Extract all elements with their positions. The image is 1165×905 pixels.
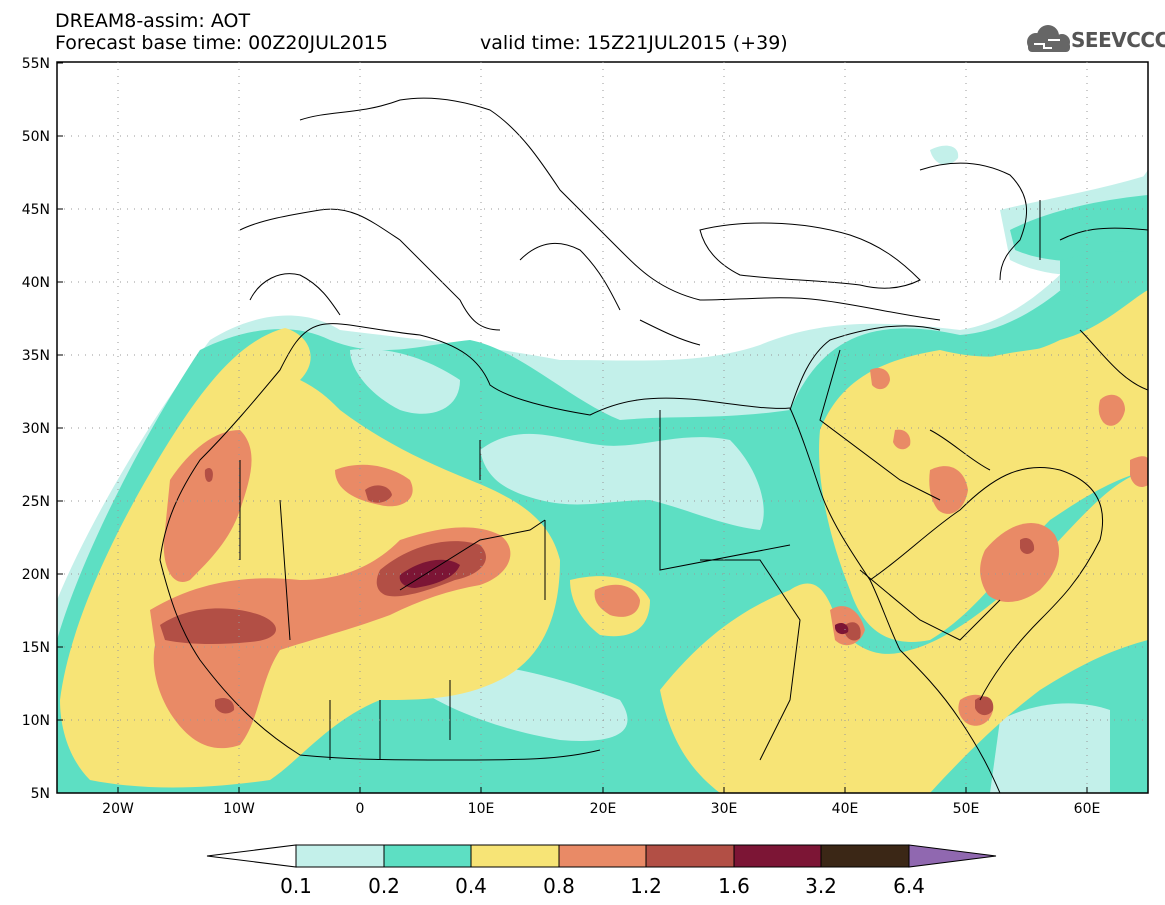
cloud-icon [1027, 25, 1070, 52]
colorbar-label: 0.2 [368, 874, 400, 898]
colorbar-bin [558, 844, 647, 868]
lat-label: 25N [22, 494, 50, 510]
lon-label: 60E [1074, 801, 1101, 817]
lat-label: 5N [31, 786, 50, 802]
lat-label: 40N [22, 275, 50, 291]
coastlines [159, 97, 1148, 793]
forecast-base-time: Forecast base time: 00Z20JUL2015 [55, 32, 388, 54]
colorbar-over-arrow [908, 844, 997, 868]
colorbar-label: 0.8 [543, 874, 575, 898]
colorbar-bin [295, 844, 385, 868]
lon-label: 50E [953, 801, 980, 817]
logo-text: SEEVCCC [1071, 28, 1165, 52]
colorbar-bin [383, 844, 472, 868]
lon-label: 10E [468, 801, 495, 817]
lat-label: 50N [22, 129, 50, 145]
colorbar-bin [820, 844, 910, 868]
lon-label: 40E [832, 801, 859, 817]
lon-label: 20E [590, 801, 617, 817]
colorbar-label: 1.2 [630, 874, 662, 898]
colorbar-bin [470, 844, 560, 868]
colorbar-bin [645, 844, 735, 868]
colorbar [206, 844, 997, 868]
valid-time: valid time: 15Z21JUL2015 (+39) [480, 32, 788, 54]
lon-label: 0 [356, 801, 365, 817]
lon-label: 20W [102, 801, 134, 817]
colorbar-label: 0.1 [280, 874, 312, 898]
lat-label: 30N [22, 421, 50, 437]
colorbar-label: 3.2 [805, 874, 837, 898]
lat-label: 35N [22, 348, 50, 364]
aot-field [57, 62, 1148, 793]
map-title: DREAM8-assim: AOT [55, 10, 251, 32]
lon-label: 30E [711, 801, 738, 817]
colorbar-bin [733, 844, 822, 868]
colorbar-label: 1.6 [718, 874, 750, 898]
lat-label: 45N [22, 202, 50, 218]
lat-label: 20N [22, 567, 50, 583]
lat-label: 55N [22, 56, 50, 72]
lon-label: 10W [223, 801, 255, 817]
lat-label: 10N [22, 713, 50, 729]
colorbar-under-arrow [206, 844, 297, 868]
lat-label: 15N [22, 640, 50, 656]
colorbar-label: 6.4 [893, 874, 925, 898]
graticule [57, 62, 1148, 793]
colorbar-label: 0.4 [455, 874, 487, 898]
